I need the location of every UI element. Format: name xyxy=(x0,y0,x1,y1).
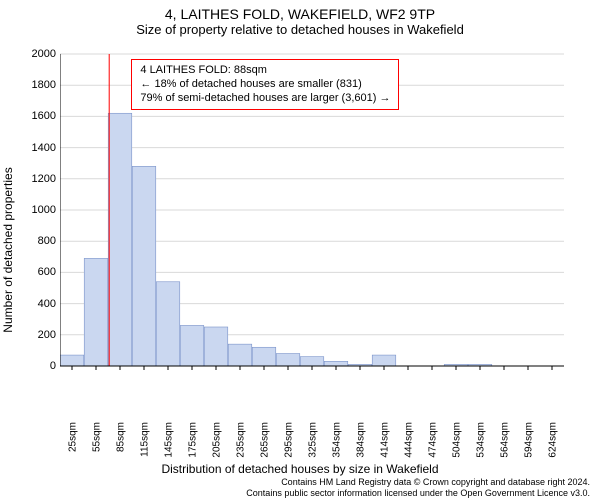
y-tick-label: 0 xyxy=(50,360,60,372)
footer-line2: Contains public sector information licen… xyxy=(246,488,590,498)
y-tick-label: 1600 xyxy=(32,110,60,122)
x-tick-label: 175sqm xyxy=(186,422,199,458)
callout-line1: 4 LAITHES FOLD: 88sqm xyxy=(140,64,390,78)
y-tick-label: 600 xyxy=(38,266,60,278)
y-tick-label: 800 xyxy=(38,235,60,247)
x-tick-label: 564sqm xyxy=(498,422,511,458)
x-tick-label: 145sqm xyxy=(162,422,175,458)
x-tick-label: 55sqm xyxy=(90,422,103,452)
x-axis-label: Distribution of detached houses by size … xyxy=(161,462,438,476)
x-tick-label: 325sqm xyxy=(306,422,319,458)
chart-subtitle: Size of property relative to detached ho… xyxy=(0,22,600,41)
chart-title: 4, LAITHES FOLD, WAKEFIELD, WF2 9TP xyxy=(0,0,600,22)
x-tick-label: 295sqm xyxy=(282,422,295,458)
x-tick-label: 624sqm xyxy=(546,422,559,458)
y-tick-label: 200 xyxy=(38,329,60,341)
x-tick-label: 414sqm xyxy=(378,422,391,458)
callout-line3: 79% of semi-detached houses are larger (… xyxy=(140,92,390,106)
x-tick-label: 115sqm xyxy=(138,422,151,457)
x-tick-label: 504sqm xyxy=(450,422,463,458)
x-tick-label: 594sqm xyxy=(522,422,535,458)
x-tick-label: 534sqm xyxy=(474,422,487,458)
x-tick-label: 25sqm xyxy=(66,422,79,452)
callout-line2: ← 18% of detached houses are smaller (83… xyxy=(140,78,390,92)
x-tick-label: 235sqm xyxy=(234,422,247,458)
y-tick-label: 1800 xyxy=(32,79,60,91)
y-tick-label: 400 xyxy=(38,298,60,310)
chart-area: 0200400600800100012001400160018002000 25… xyxy=(60,48,570,418)
y-tick-label: 1400 xyxy=(32,142,60,154)
x-tick-label: 354sqm xyxy=(330,422,343,458)
callout-box: 4 LAITHES FOLD: 88sqm ← 18% of detached … xyxy=(131,59,399,110)
x-tick-label: 205sqm xyxy=(210,422,223,458)
x-tick-label: 444sqm xyxy=(402,422,415,458)
y-axis-label: Number of detached properties xyxy=(1,167,15,332)
y-tick-label: 1000 xyxy=(32,204,60,216)
footer-line1: Contains HM Land Registry data © Crown c… xyxy=(246,477,590,487)
y-tick-label: 2000 xyxy=(32,48,60,60)
x-tick-label: 265sqm xyxy=(258,422,271,458)
x-tick-label: 85sqm xyxy=(114,422,127,452)
x-tick-label: 474sqm xyxy=(426,422,439,458)
x-tick-label: 384sqm xyxy=(354,422,367,458)
footer-attribution: Contains HM Land Registry data © Crown c… xyxy=(246,477,590,498)
y-tick-label: 1200 xyxy=(32,173,60,185)
